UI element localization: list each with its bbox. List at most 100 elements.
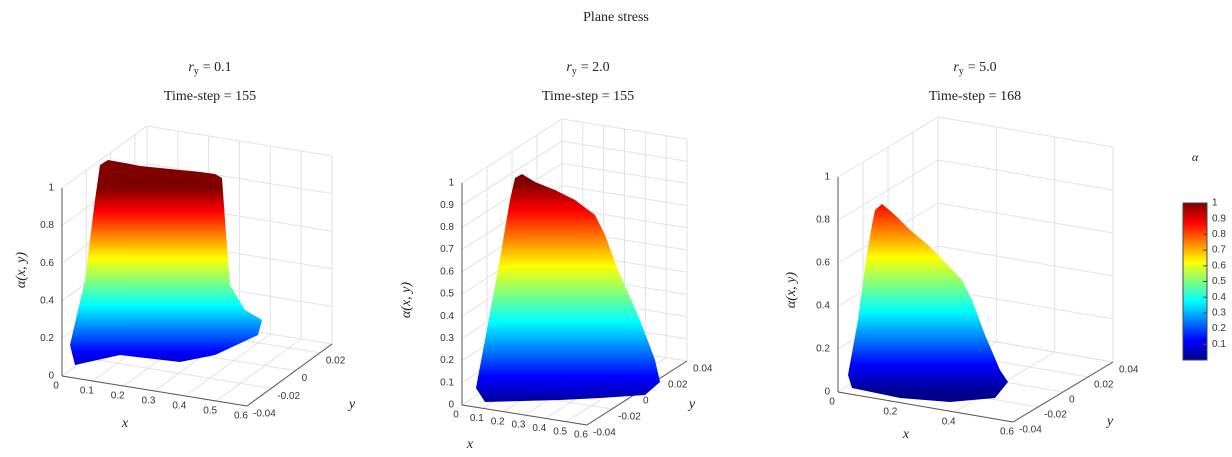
surface	[70, 160, 262, 365]
y-tick-label: -0.02	[277, 391, 300, 402]
z-tick-label: 0.8	[40, 220, 54, 231]
x-tick-label: 0.6	[574, 430, 588, 441]
x-tick-label: 0.5	[203, 406, 217, 417]
colorbar-tick-label: 0.7	[1212, 245, 1226, 256]
y-tick-label: 0.04	[693, 364, 713, 375]
x-tick-label: 0	[829, 397, 835, 408]
z-tick-label: 0	[448, 400, 454, 411]
z-tick-label: 0.6	[440, 266, 454, 277]
title-part: y	[194, 66, 199, 77]
panel-subtitle: Time-step = 155	[542, 89, 634, 104]
x-tick-label: 0.5	[553, 426, 567, 437]
x-tick-label: 0.2	[883, 407, 897, 418]
y-tick-label: 0	[1069, 395, 1075, 406]
panel-subtitle: Time-step = 155	[164, 89, 256, 104]
colorbar-tick-label: 0.2	[1212, 323, 1226, 334]
z-tick-label: 1	[448, 178, 454, 189]
panel-title: ry = 5.0	[953, 60, 996, 77]
title-part: = 0.1	[203, 60, 232, 75]
figure-title: Plane stress	[583, 10, 649, 25]
y-tick-label: -0.02	[1044, 410, 1067, 421]
y-tick-label: -0.04	[1019, 425, 1042, 436]
title-part: y	[572, 66, 577, 77]
x-tick-label: 0.2	[111, 391, 125, 402]
z-tick-label: 0.9	[440, 200, 454, 211]
colorbar-label: α	[1192, 150, 1199, 164]
colorbar-tick-label: 0.9	[1212, 213, 1226, 224]
z-tick-label: 0.4	[440, 311, 454, 322]
colorbar-tick-label: 0.3	[1212, 308, 1226, 319]
z-tick-label: 0.2	[816, 344, 830, 355]
y-tick-label: 0.02	[326, 355, 346, 366]
x-tick-label: 0.4	[172, 401, 186, 412]
z-tick-label: 0	[824, 387, 830, 398]
y-tick-label: 0.02	[668, 380, 688, 391]
y-axis-label: y	[1105, 414, 1114, 429]
z-tick-label: 0.8	[440, 222, 454, 233]
z-tick-label: 0.4	[40, 295, 54, 306]
z-tick-label: 0.1	[440, 377, 454, 388]
colorbar-tick-label: 0.6	[1212, 260, 1226, 271]
grid-line	[937, 159, 1114, 191]
y-tick-label: 0.04	[1119, 365, 1139, 376]
title-part: y	[959, 66, 964, 77]
grid-line	[937, 116, 1114, 148]
colorbar-tick-label: 0.4	[1212, 292, 1226, 303]
panel-subtitle: Time-step = 168	[929, 89, 1021, 104]
x-tick-label: 0.6	[1000, 427, 1014, 438]
x-tick-label: 0.1	[80, 386, 94, 397]
x-axis-label: x	[466, 437, 474, 452]
panel-title: ry = 2.0	[566, 60, 609, 77]
surface	[476, 174, 660, 402]
x-axis	[461, 404, 588, 426]
x-tick-label: 0.6	[234, 411, 248, 422]
y-axis-label: y	[347, 397, 356, 412]
colorbar-tick-label: 0.5	[1212, 276, 1226, 287]
grid-line	[61, 125, 148, 189]
title-part: r	[566, 60, 572, 75]
grid-line	[215, 338, 302, 402]
y-tick-label: 0.02	[1094, 380, 1114, 391]
grid-line	[185, 333, 271, 397]
grid-line	[937, 202, 1114, 234]
z-tick-label: 0.8	[816, 215, 830, 226]
x-tick-label: 0	[53, 381, 59, 392]
z-tick-label: 0.5	[440, 289, 454, 300]
colorbar-tick-label: 0.8	[1212, 229, 1226, 240]
y-axis	[1012, 361, 1114, 423]
panel-title: ry = 0.1	[188, 60, 231, 77]
z-tick-label: 0.6	[40, 258, 54, 269]
x-axis	[837, 391, 1014, 423]
colorbar-tick-label: 0.1	[1212, 339, 1226, 350]
colorbar-tick-label: 1	[1212, 198, 1218, 209]
y-tick-label: 0	[643, 396, 649, 407]
grid-line	[937, 245, 1114, 277]
title-part: = 5.0	[968, 60, 997, 75]
x-tick-label: 0.4	[942, 417, 956, 428]
x-tick-label: 0.2	[491, 416, 505, 427]
z-tick-label: 1	[48, 183, 54, 194]
x-tick-label: 0	[453, 410, 459, 421]
z-axis-label: α(x, y)	[784, 272, 799, 308]
x-axis-label: x	[902, 427, 910, 442]
surface	[848, 204, 1008, 402]
title-part: = 2.0	[581, 60, 610, 75]
x-tick-label: 0.3	[512, 420, 526, 431]
x-axis-label: x	[121, 416, 129, 431]
z-tick-label: 1	[824, 172, 830, 183]
z-tick-label: 0.2	[440, 355, 454, 366]
z-tick-label: 0.2	[40, 333, 54, 344]
z-axis-label: α(x, y)	[399, 282, 414, 318]
z-tick-label: 0.6	[816, 258, 830, 269]
z-tick-label: 0.4	[816, 301, 830, 312]
z-tick-label: 0	[48, 371, 54, 382]
title-part: r	[953, 60, 959, 75]
x-tick-label: 0.3	[142, 396, 156, 407]
z-tick-label: 0.3	[440, 333, 454, 344]
grid-line	[86, 357, 272, 389]
y-tick-label: -0.02	[618, 412, 641, 423]
z-tick-label: 0.7	[440, 244, 454, 255]
title-part: r	[188, 60, 194, 75]
x-tick-label: 0.1	[470, 413, 484, 424]
